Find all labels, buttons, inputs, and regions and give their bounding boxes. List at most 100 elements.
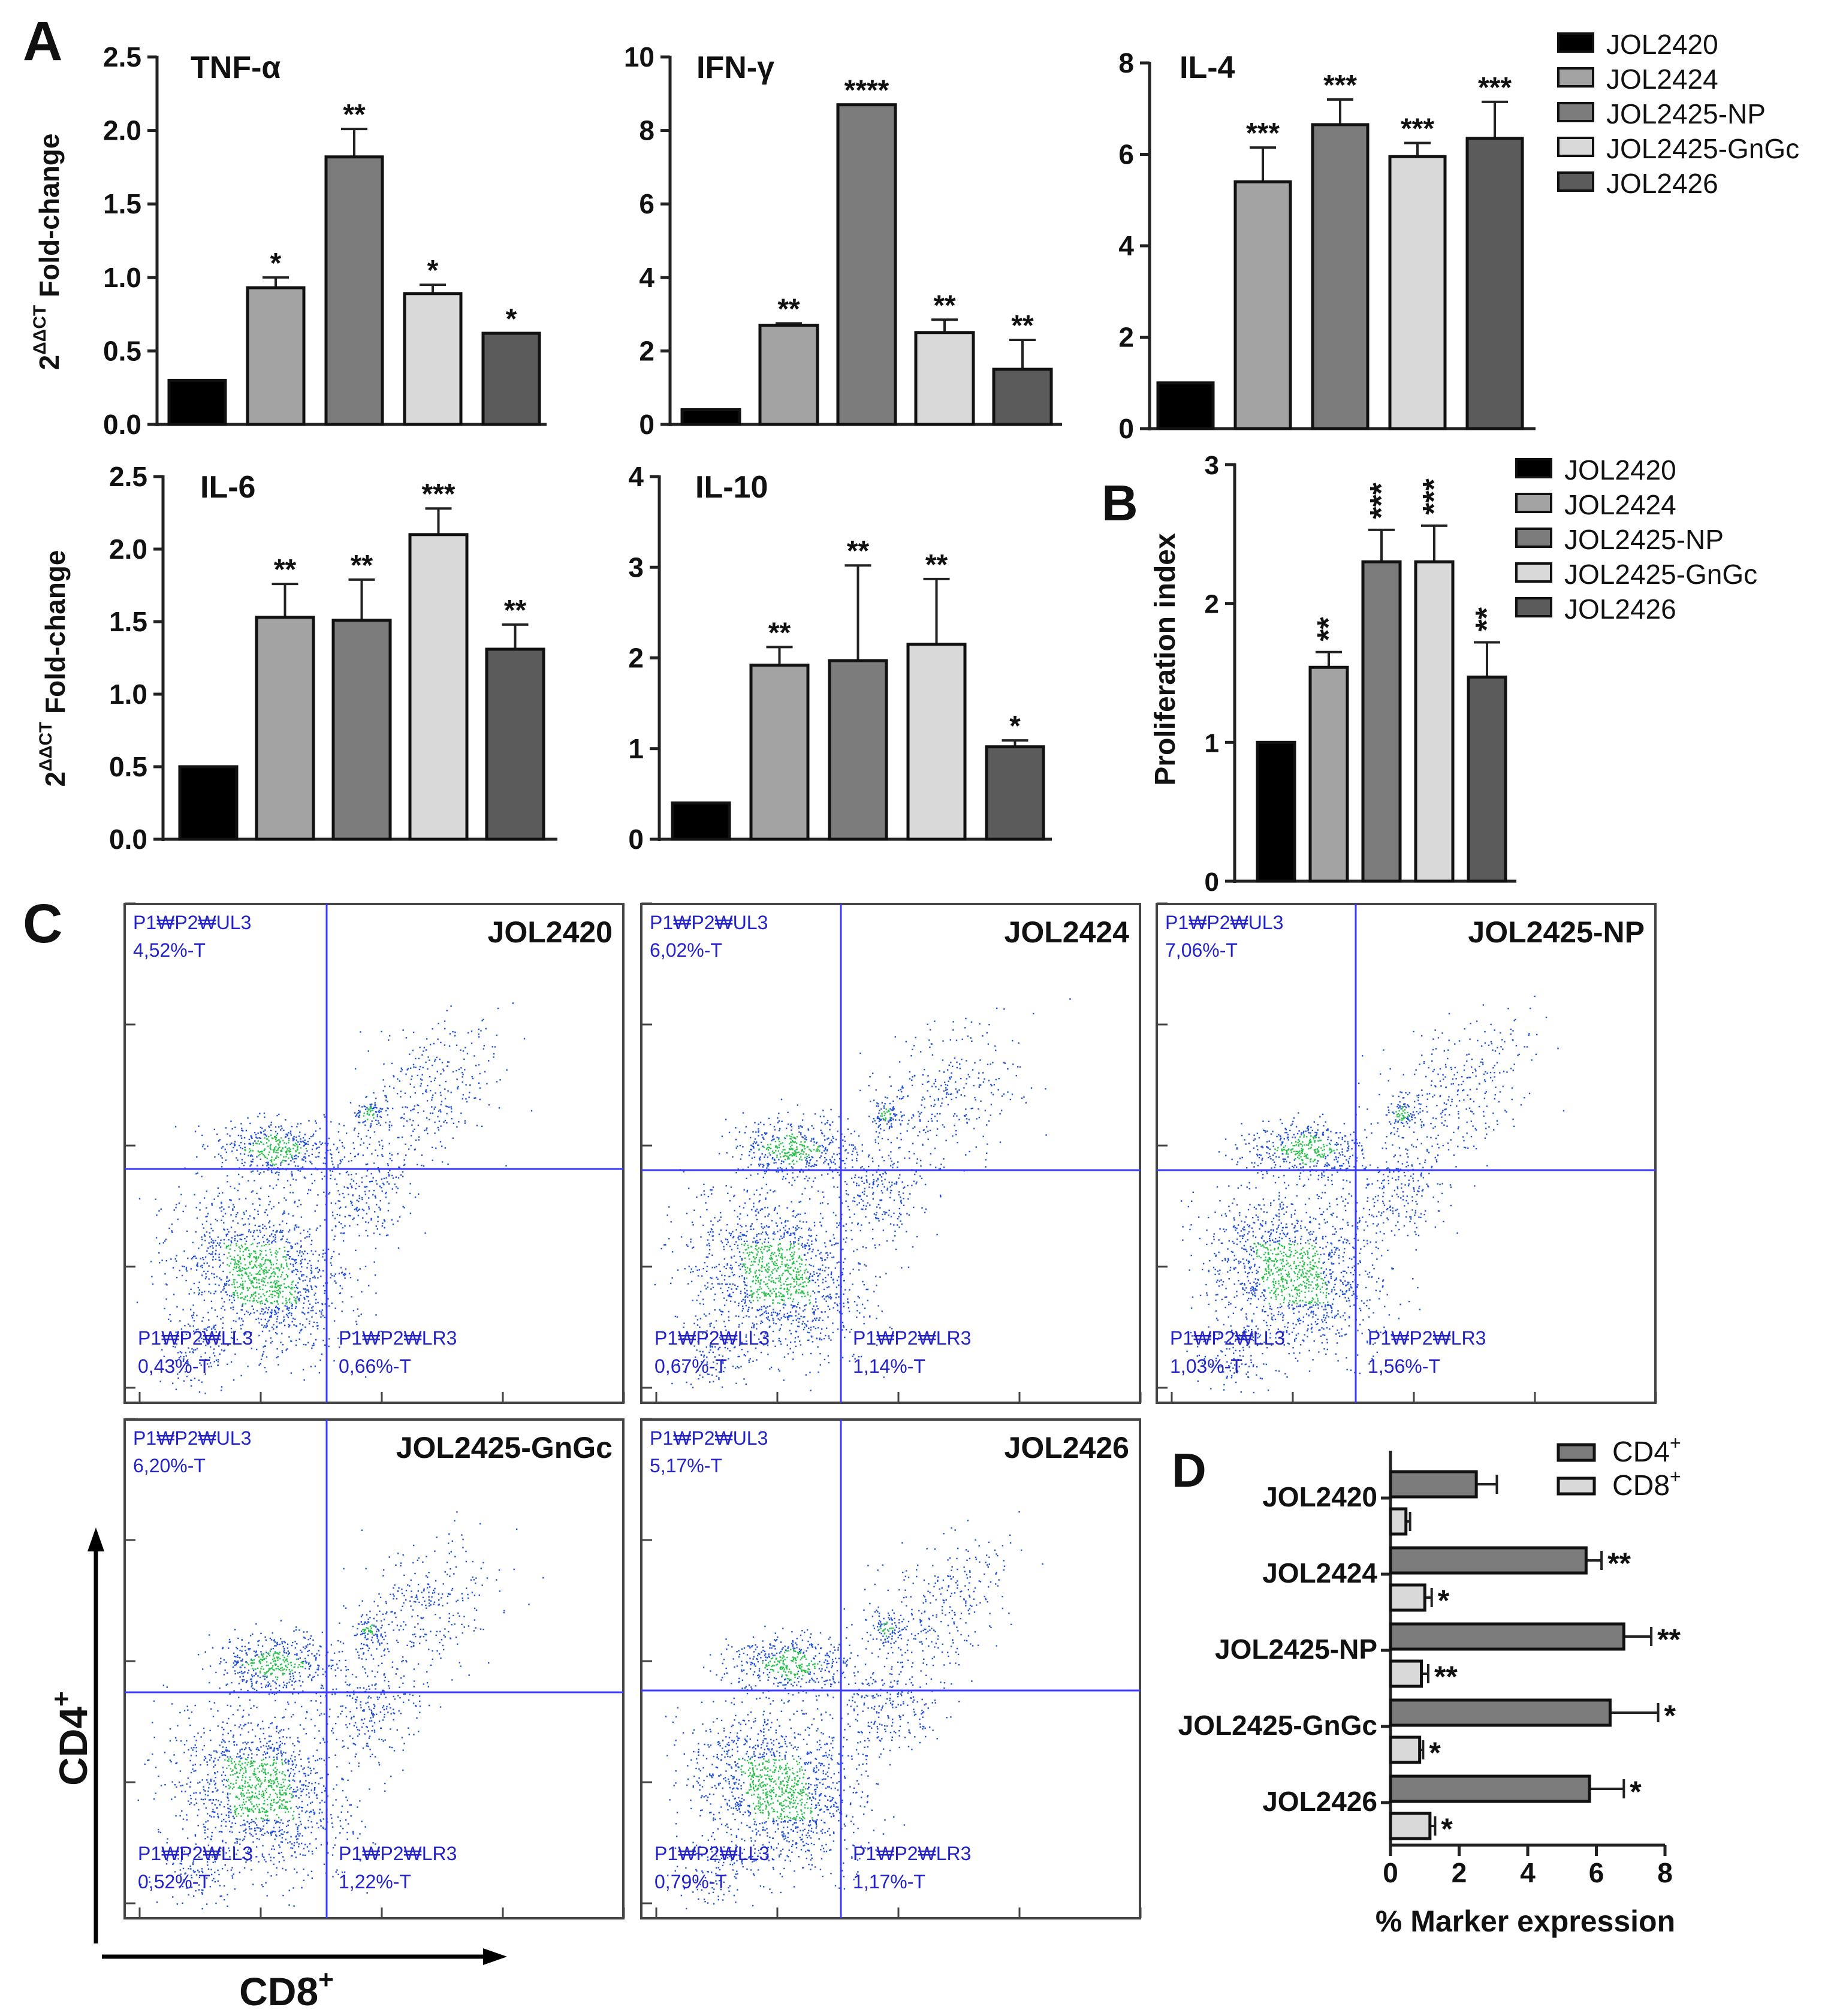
flow-ul-gate: P1₩P2₩UL3 (1165, 912, 1283, 933)
significance-label: * (506, 303, 517, 335)
flow-ll-gate: P1₩P2₩LL3 (654, 1327, 770, 1349)
panel-label-b: B (1102, 475, 1138, 531)
significance-label: *** (1323, 70, 1357, 101)
bar-jol2426 (481, 332, 541, 426)
flow-panel-frame (640, 1418, 1141, 1919)
y-tick-label: 0.5 (109, 751, 147, 782)
flow-panel-title: JOL2420 (488, 915, 613, 949)
bar-jol2424 (1233, 180, 1292, 430)
flow-panel-jol2420: JOL2420 P1₩P2₩UL3 4,52%-T P1₩P2₩LL3 0,43%-T P… (123, 902, 625, 1404)
bar-jol2425-np (331, 619, 392, 841)
legend-swatch (1557, 1443, 1596, 1462)
bar-jol2426 (985, 745, 1045, 841)
flow-ul-value: 7,06%-T (1165, 939, 1238, 961)
legend-label: JOL2425-NP (1606, 98, 1766, 129)
ylabel-top-main: 2 (34, 355, 65, 370)
legend-label: JOL2420 (1564, 454, 1676, 486)
significance-label: ** (1311, 617, 1346, 641)
flow-ll-value: 0,79%-T (654, 1871, 727, 1893)
legend-label: JOL2425-GnGc (1564, 559, 1757, 590)
y-tick-label: 2 (639, 335, 654, 366)
cd8-axis-plus: + (318, 1965, 334, 1994)
legend-swatch (1557, 67, 1594, 88)
bar-jol2425-np (836, 103, 897, 426)
flow-panel-title: JOL2425-NP (1468, 915, 1645, 949)
y-tick-label: 1 (628, 733, 644, 764)
flow-panel-jol2425-gngc: JOL2425-GnGc P1₩P2₩UL3 6,20%-T P1₩P2₩LL3 0,5… (123, 1418, 625, 1919)
ylabel-top-rest: Fold-change (34, 134, 65, 305)
flow-lr-value: 1,56%-T (1368, 1355, 1440, 1377)
flow-ul-gate: P1₩P2₩UL3 (650, 912, 768, 933)
flow-lr-value: 1,17%-T (853, 1871, 925, 1893)
cd4-axis-label: CD4+ (47, 1691, 95, 1786)
y-tick-label: 0 (639, 409, 654, 440)
significance-label: ** (1470, 607, 1504, 631)
legend-swatch (1557, 137, 1594, 157)
bar-jol2425-gngc (1414, 560, 1455, 883)
bar-jol2425-gngc (906, 643, 967, 841)
legend-swatch (1557, 1476, 1596, 1496)
bar-jol2425-gngc (914, 331, 975, 426)
flow-ul-value: 6,02%-T (650, 939, 722, 961)
ylabel-bottom-main: 2 (40, 772, 71, 787)
y-tick-label: 4 (1118, 230, 1134, 261)
flow-lr-value: 0,66%-T (339, 1355, 411, 1377)
bar-jol2425-np (1311, 123, 1370, 430)
x-tick-label: 0 (1383, 1857, 1398, 1888)
y-tick-label: 2.0 (103, 115, 141, 146)
legend-label: JOL2424 (1606, 64, 1718, 95)
flow-ll-gate: P1₩P2₩LL3 (138, 1327, 253, 1349)
ylabel-bottom-rest: Fold-change (40, 550, 71, 722)
significance-label: ** (1011, 310, 1034, 342)
significance-label: ** (933, 290, 956, 321)
chart-title: IL-4 (1180, 50, 1235, 85)
legend-swatch (1557, 32, 1594, 53)
significance-label: ** (847, 535, 870, 567)
cd8-axis-text: CD8 (239, 1969, 318, 2014)
legend-swatch (1557, 102, 1594, 122)
significance-label: *** (1478, 72, 1512, 104)
significance-label: * (1664, 1699, 1676, 1732)
chart-title: IL-10 (695, 470, 768, 505)
cd4-axis-plus: + (47, 1691, 76, 1707)
flow-ul-value: 5,17%-T (650, 1455, 722, 1476)
flow-panel-frame (123, 903, 625, 1404)
legend-panel-d: CD4+CD8+ (1557, 1432, 1681, 1502)
y-tick-label: JOL2420 (1262, 1481, 1377, 1512)
flow-panel-frame (123, 1418, 625, 1919)
y-tick-label: 0 (628, 824, 644, 855)
y-tick-label: 0.0 (103, 409, 141, 440)
significance-label: *** (1246, 117, 1280, 149)
significance-label: ** (768, 617, 791, 649)
significance-label: ** (777, 293, 800, 325)
y-tick-label: 4 (628, 461, 644, 492)
bar-jol2420 (1256, 740, 1296, 883)
flow-panel-jol2424: JOL2424 P1₩P2₩UL3 6,02%-T P1₩P2₩LL3 0,67%-T P… (640, 902, 1142, 1404)
y-tick-label: 6 (1118, 139, 1134, 170)
ylabel-fold-change-bottom: 2ΔΔCT Fold-change (36, 550, 71, 787)
significance-label: * (270, 248, 282, 279)
flow-lr-value: 1,14%-T (853, 1355, 925, 1377)
significance-label: * (1441, 1812, 1453, 1846)
flow-ll-value: 0,67%-T (654, 1355, 727, 1377)
ylabel-bottom-sup: ΔΔCT (36, 722, 56, 772)
y-tick-label: 4 (639, 262, 654, 293)
flow-ll-gate: P1₩P2₩LL3 (138, 1843, 253, 1864)
legend-label-text: CD8 (1612, 1470, 1670, 1502)
flow-ul-value: 4,52%-T (133, 939, 206, 961)
bar-cd4-plus-jol2425-gngc (1389, 1698, 1612, 1727)
y-tick-label: 0 (1205, 867, 1219, 897)
x-tick-label: 6 (1589, 1857, 1604, 1888)
y-tick-label: 2 (628, 643, 644, 674)
flow-ll-gate: P1₩P2₩LL3 (1170, 1327, 1285, 1349)
legend-label: CD8+ (1612, 1466, 1681, 1502)
flow-lr-gate: P1₩P2₩LR3 (339, 1843, 457, 1864)
flow-ll-value: 1,03%-T (1170, 1355, 1242, 1377)
significance-label: *** (1417, 478, 1452, 514)
bar-jol2424 (1308, 665, 1349, 883)
legend-swatch (1515, 493, 1552, 513)
flow-lr-gate: P1₩P2₩LR3 (339, 1327, 457, 1349)
